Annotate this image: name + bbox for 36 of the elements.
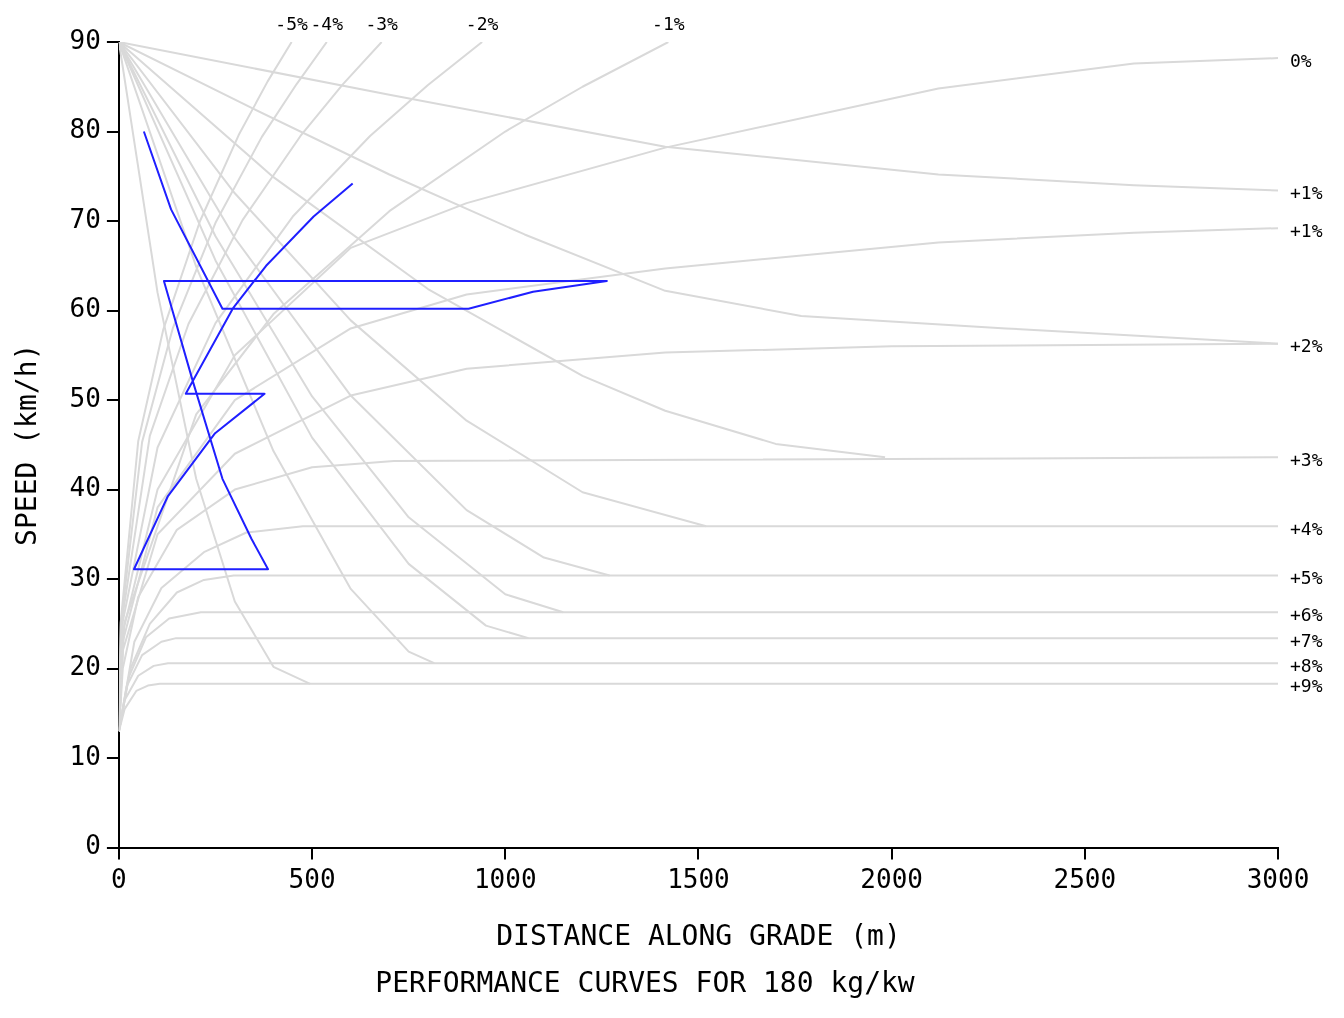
annotation: +6% xyxy=(1290,603,1323,625)
annotation: +9% xyxy=(1290,675,1323,697)
x-tick-label: 2000 xyxy=(860,863,923,894)
x-tick-label: 0 xyxy=(111,863,127,894)
annotation: -5% xyxy=(275,12,309,34)
text: PERFORMANCE CURVES FOR 180 kg/kw xyxy=(375,966,915,1000)
annotation: +2% xyxy=(1290,335,1323,357)
annotation: +5% xyxy=(1290,567,1323,589)
annotation: -2% xyxy=(465,12,499,34)
x-tick-label: 1500 xyxy=(667,863,730,894)
x-axis-title: DISTANCE ALONG GRADE (m) xyxy=(496,918,901,952)
annotation: 0% xyxy=(1290,49,1312,71)
y-tick-label: 40 xyxy=(69,472,101,503)
annotation: -1% xyxy=(652,12,685,34)
x-tick-label: 500 xyxy=(288,863,336,894)
y-tick-label: 20 xyxy=(69,651,101,682)
y-tick-label: 60 xyxy=(69,293,101,324)
x-tick-label: 2500 xyxy=(1053,863,1117,894)
y-axis-title: SPEED (km/h) xyxy=(10,343,44,546)
x-tick-label: 1000 xyxy=(473,863,537,894)
annotation: +4% xyxy=(1290,517,1323,539)
y-tick-label: 50 xyxy=(69,382,101,413)
x-tick-label: 3000 xyxy=(1246,863,1310,894)
annotation: +3% xyxy=(1290,449,1323,470)
annotation: +8% xyxy=(1290,654,1323,676)
y-tick-label: 90 xyxy=(69,24,101,55)
annotation: +1% xyxy=(1290,182,1323,204)
annotation: +1% xyxy=(1290,219,1323,241)
y-tick-label: 0 xyxy=(85,830,101,861)
y-tick-label: 80 xyxy=(69,114,101,145)
y-tick-label: 10 xyxy=(69,740,101,771)
annotation: -3% xyxy=(365,12,399,34)
y-tick-label: 70 xyxy=(69,203,101,234)
y-tick-label: 30 xyxy=(69,561,101,592)
annotation: +7% xyxy=(1290,629,1323,651)
annotation: -4% xyxy=(310,12,344,34)
